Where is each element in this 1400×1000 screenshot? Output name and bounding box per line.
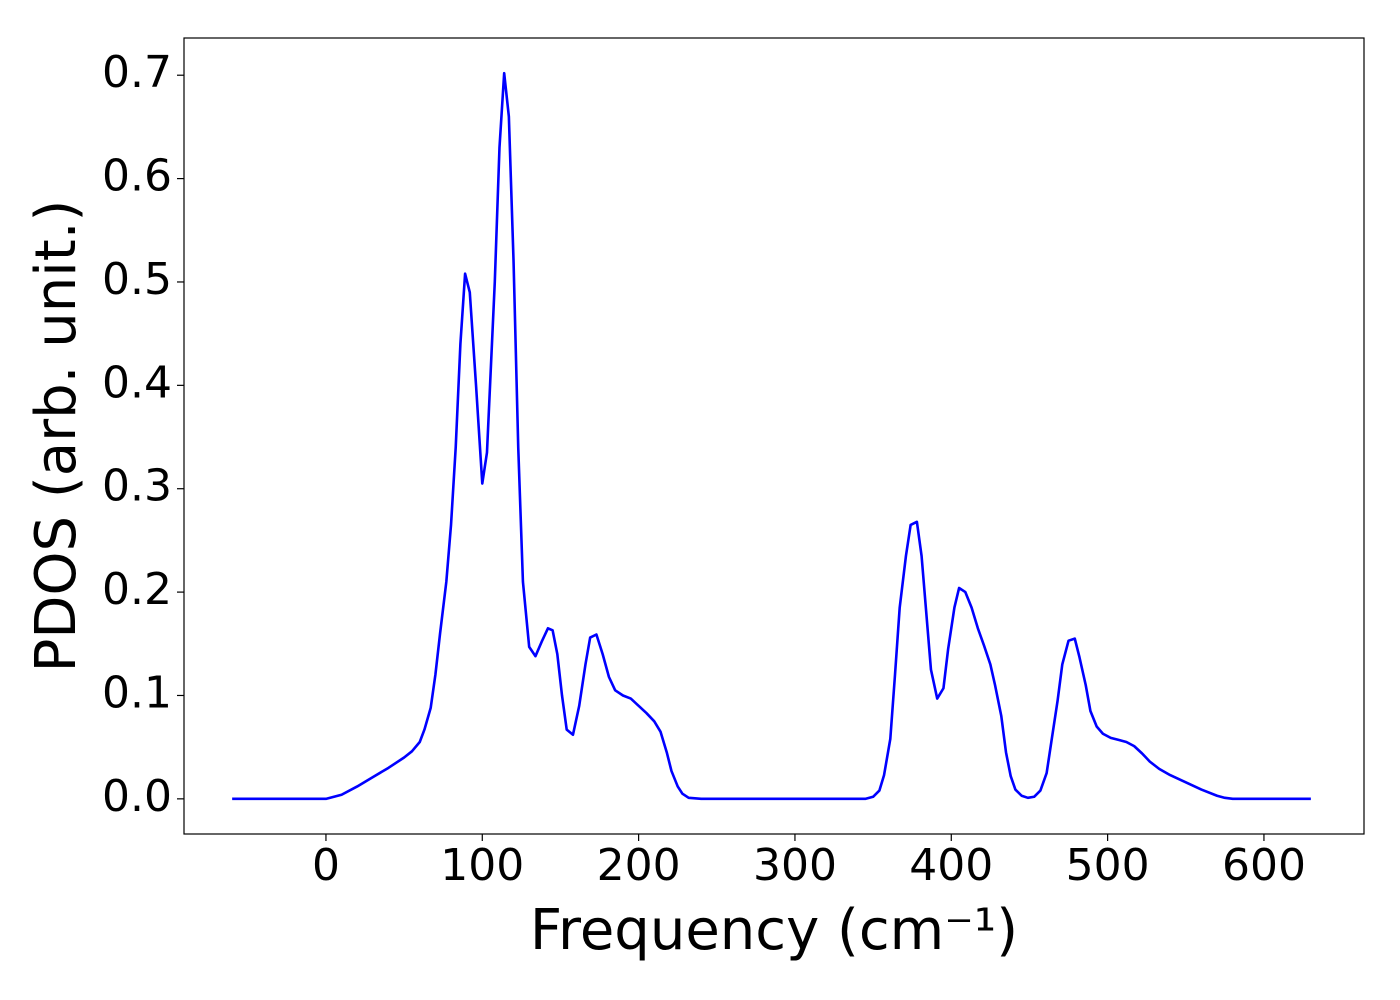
y-tick-label: 0.0 (102, 771, 172, 822)
y-tick-label: 0.7 (102, 47, 172, 98)
x-tick-label: 600 (1222, 840, 1306, 891)
x-tick-label: 400 (909, 840, 993, 891)
x-tick-label: 500 (1066, 840, 1150, 891)
y-tick-label: 0.6 (102, 151, 172, 202)
y-tick-label: 0.1 (102, 667, 172, 718)
data-line (232, 71, 1311, 801)
x-tick-label: 200 (597, 840, 681, 891)
x-tick-label: 300 (753, 840, 837, 891)
x-axis-label: Frequency (cm⁻¹) (530, 898, 1018, 963)
y-tick-label: 0.5 (102, 254, 172, 305)
x-tick-label: 0 (312, 840, 340, 891)
plot-frame (183, 37, 1365, 835)
y-axis-label: PDOS (arb. unit.) (24, 200, 89, 673)
y-tick-label: 0.4 (102, 357, 172, 408)
y-tick-label: 0.2 (102, 564, 172, 615)
y-tick-label: 0.3 (102, 461, 172, 512)
x-tick-label: 100 (440, 840, 524, 891)
